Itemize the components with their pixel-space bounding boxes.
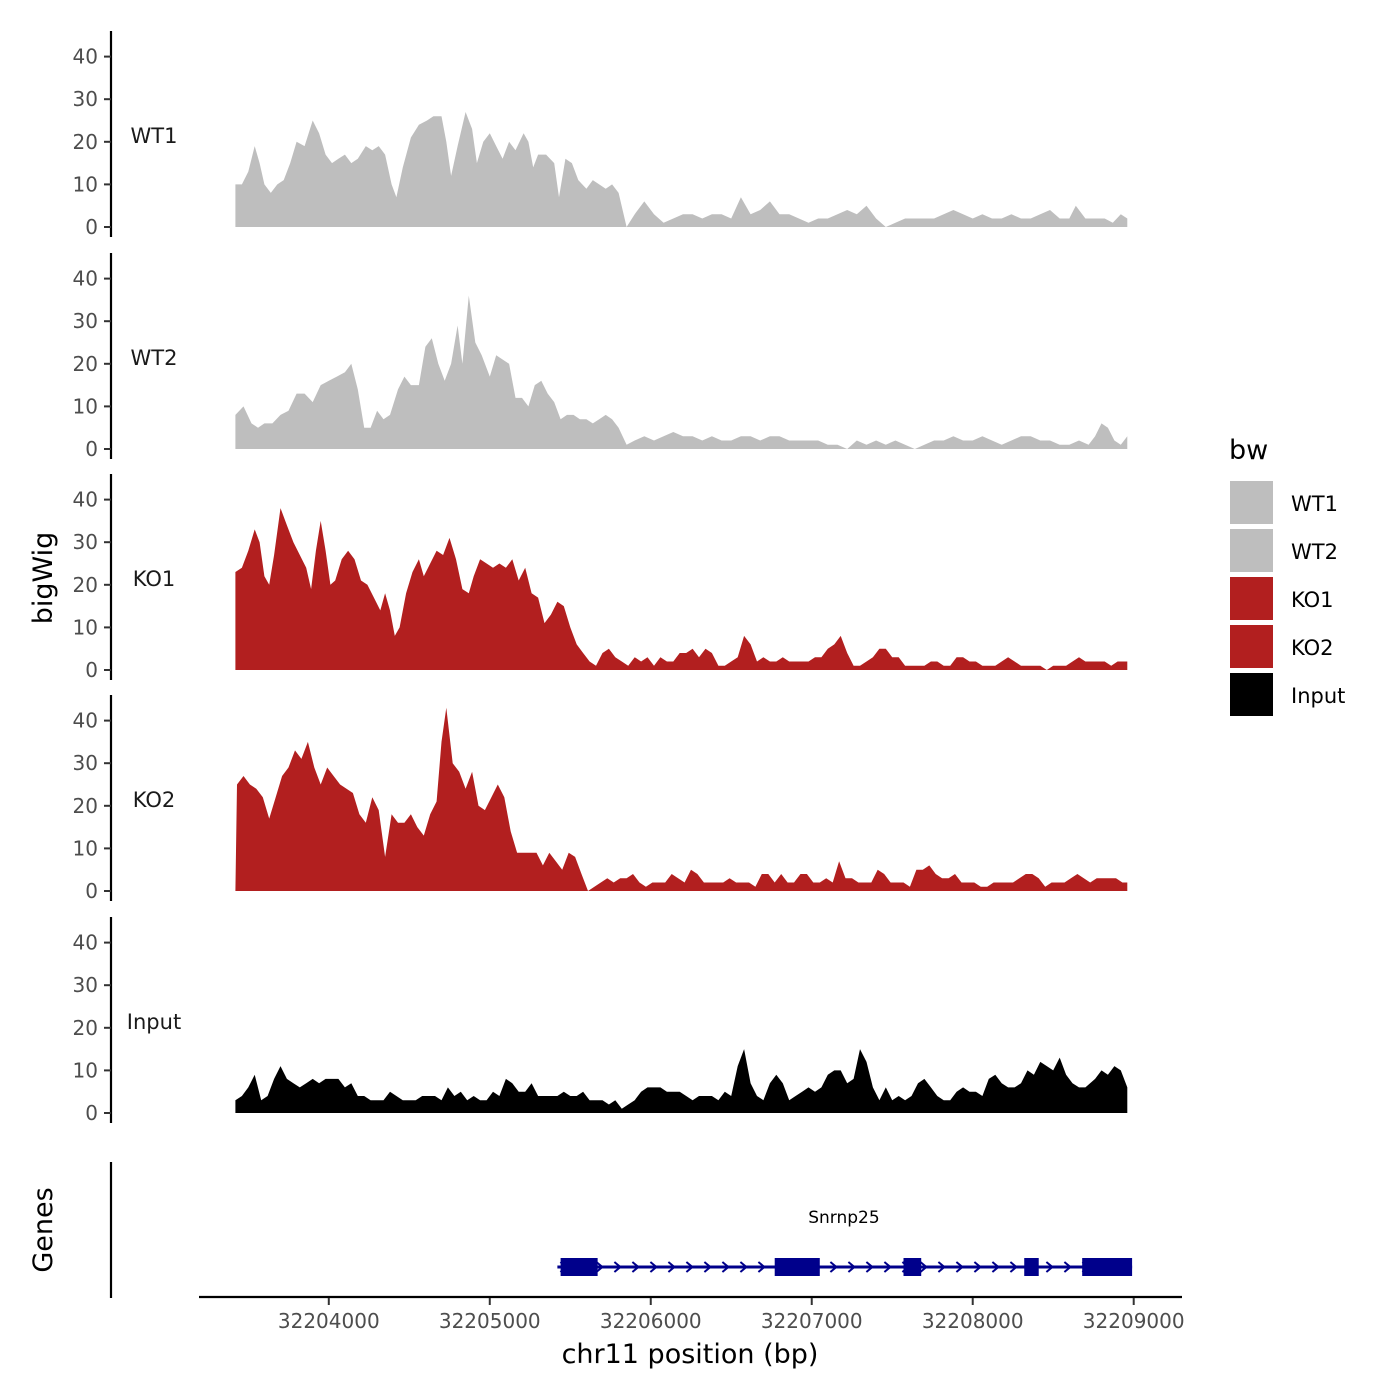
- signal-area-ko2: [235, 707, 1128, 891]
- y-tick-label: 10: [73, 172, 98, 196]
- x-tick-label: 32209000: [1083, 1309, 1185, 1333]
- exon: [774, 1258, 820, 1276]
- strand-arrow: [1063, 1261, 1072, 1273]
- signal-area-ko1: [235, 508, 1128, 670]
- x-axis: 32204000 32205000 32206000 32207000 32208000…: [199, 1295, 1185, 1333]
- strand-arrow: [829, 1261, 838, 1273]
- legend-swatch-input: [1228, 671, 1275, 718]
- strand-arrow: [991, 1261, 1000, 1273]
- y-tick-label: 30: [73, 751, 98, 775]
- track-ko2: 0 10 20 30 40 KO2: [73, 695, 1128, 903]
- strand-arrow: [847, 1261, 856, 1273]
- y-tick-label: 30: [73, 973, 98, 997]
- legend-swatch-ko2: [1228, 623, 1275, 670]
- y-tick-label: 40: [73, 45, 98, 69]
- strand-arrow: [883, 1261, 892, 1273]
- exon: [1082, 1258, 1133, 1276]
- y-tick-label: 20: [73, 794, 98, 818]
- x-axis-title: chr11 position (bp): [562, 1339, 819, 1370]
- gene-name-label: Snrnp25: [808, 1208, 879, 1228]
- y-tick-label: 10: [73, 615, 98, 639]
- y-tick-label: 0: [85, 437, 98, 461]
- y-tick-label: 20: [73, 573, 98, 597]
- strand-arrow: [667, 1261, 676, 1273]
- exon: [1024, 1258, 1039, 1276]
- track-panels: 0 10 20 30 40 WT1 0 10 20 30 40 WT2 0 10 20 30 40 KO1 0 10 2…: [73, 31, 1128, 1125]
- legend: bw WT1 WT2 KO1 KO2 Input: [1228, 435, 1345, 718]
- exon: [560, 1258, 598, 1276]
- y-tick-label: 30: [73, 87, 98, 111]
- y-tick-label: 0: [85, 215, 98, 239]
- x-tick-label: 32206000: [600, 1309, 702, 1333]
- strand-arrow: [955, 1261, 964, 1273]
- y-tick-label: 40: [73, 931, 98, 955]
- legend-swatch-ko1: [1228, 575, 1275, 622]
- exon: [903, 1258, 922, 1276]
- strand-arrow: [1045, 1261, 1054, 1273]
- y-tick-label: 40: [73, 488, 98, 512]
- signal-area-input: [235, 1049, 1128, 1113]
- gene-track: Genes Snrnp25: [28, 1162, 1133, 1298]
- strand-arrow: [1009, 1261, 1018, 1273]
- x-tick-label: 32204000: [278, 1309, 380, 1333]
- track-input: 0 10 20 30 40 Input: [73, 917, 1128, 1125]
- strand-arrow: [937, 1261, 946, 1273]
- legend-label: KO1: [1291, 588, 1334, 612]
- strand-arrow: [595, 1261, 604, 1273]
- track-wt2: 0 10 20 30 40 WT2: [73, 253, 1128, 461]
- strand-arrow: [685, 1261, 694, 1273]
- y-tick-label: 20: [73, 352, 98, 376]
- strand-arrow: [919, 1261, 928, 1273]
- track-label: KO1: [133, 567, 176, 591]
- y-tick-label: 10: [73, 836, 98, 860]
- strand-arrow: [739, 1261, 748, 1273]
- y-tick-label: 40: [73, 267, 98, 291]
- y-tick-label: 20: [73, 130, 98, 154]
- x-tick-label: 32205000: [439, 1309, 541, 1333]
- strand-arrow: [703, 1261, 712, 1273]
- y-tick-label: 30: [73, 309, 98, 333]
- strand-arrow: [721, 1261, 730, 1273]
- x-tick-label: 32207000: [761, 1309, 863, 1333]
- x-tick-label: 32208000: [922, 1309, 1024, 1333]
- y-axis-title: bigWig: [28, 532, 59, 625]
- y-tick-label: 0: [85, 879, 98, 903]
- legend-swatch-wt2: [1228, 527, 1275, 574]
- y-tick-label: 0: [85, 1101, 98, 1125]
- gene-track-title: Genes: [28, 1187, 59, 1272]
- legend-label: Input: [1291, 684, 1345, 708]
- gene-model: [557, 1258, 1133, 1276]
- y-tick-label: 10: [73, 394, 98, 418]
- y-tick-label: 30: [73, 530, 98, 554]
- legend-label: WT2: [1291, 540, 1338, 564]
- track-label: WT2: [131, 346, 178, 370]
- legend-label: WT1: [1291, 492, 1338, 516]
- track-label: WT1: [131, 124, 178, 148]
- signal-area-wt2: [235, 295, 1128, 449]
- track-label: Input: [127, 1010, 181, 1034]
- legend-label: KO2: [1291, 636, 1334, 660]
- y-tick-label: 20: [73, 1016, 98, 1040]
- y-tick-label: 10: [73, 1058, 98, 1082]
- track-wt1: 0 10 20 30 40 WT1: [73, 31, 1128, 239]
- strand-arrow: [649, 1261, 658, 1273]
- strand-arrow: [757, 1261, 766, 1273]
- y-tick-label: 0: [85, 658, 98, 682]
- y-tick-label: 40: [73, 709, 98, 733]
- legend-title: bw: [1229, 435, 1268, 466]
- legend-swatch-wt1: [1228, 479, 1275, 526]
- strand-arrow: [631, 1261, 640, 1273]
- track-label: KO2: [133, 788, 176, 812]
- strand-arrow: [865, 1261, 874, 1273]
- signal-area-wt1: [235, 112, 1128, 227]
- strand-arrow: [613, 1261, 622, 1273]
- strand-arrow: [973, 1261, 982, 1273]
- track-ko1: 0 10 20 30 40 KO1: [73, 474, 1128, 682]
